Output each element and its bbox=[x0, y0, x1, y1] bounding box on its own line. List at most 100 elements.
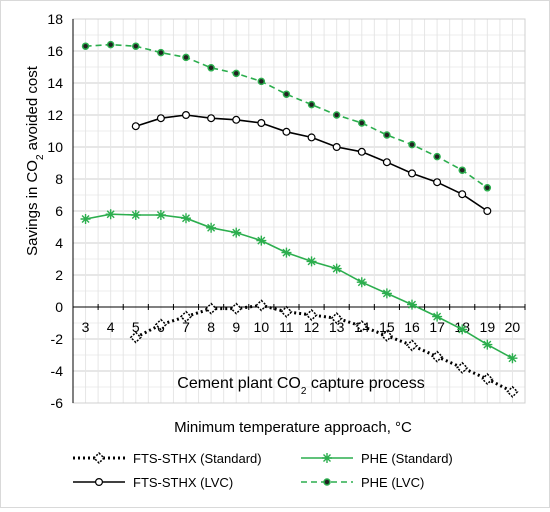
series-line bbox=[135, 303, 514, 394]
data-point bbox=[206, 222, 217, 233]
series-2 bbox=[131, 110, 492, 216]
y-tick-label: 4 bbox=[55, 235, 63, 251]
series-1 bbox=[129, 299, 519, 398]
legend-label: FTS-STHX (LVC) bbox=[133, 475, 233, 490]
y-tick-label: 2 bbox=[55, 267, 63, 283]
data-point bbox=[182, 53, 190, 62]
y-tick-label: 10 bbox=[47, 139, 63, 155]
data-point bbox=[482, 339, 493, 350]
y-tick-label: 8 bbox=[55, 171, 63, 187]
data-point bbox=[207, 64, 215, 72]
y-tick-labels: -6 -4 -2 0 2 4 6 8 10 12 14 16 18 bbox=[47, 11, 63, 411]
data-point bbox=[232, 115, 241, 124]
legend-item: PHE (Standard) bbox=[301, 451, 453, 466]
data-point bbox=[207, 114, 216, 123]
x-tick-label: 19 bbox=[480, 319, 496, 335]
y-tick-label: 12 bbox=[47, 107, 63, 123]
y-tick-label: -6 bbox=[51, 395, 64, 411]
legend-item: PHE (LVC) bbox=[301, 475, 424, 490]
data-point bbox=[231, 227, 242, 238]
data-point bbox=[182, 110, 191, 119]
data-point bbox=[129, 331, 142, 344]
x-tick-label: 10 bbox=[254, 319, 270, 335]
data-point bbox=[483, 207, 492, 216]
data-point bbox=[131, 122, 140, 131]
data-point bbox=[257, 118, 266, 127]
x-tick-label: 11 bbox=[279, 319, 294, 335]
x-tick-label: 16 bbox=[404, 319, 420, 335]
data-point bbox=[432, 311, 443, 322]
data-point bbox=[456, 361, 469, 374]
y-tick-label: -4 bbox=[51, 363, 64, 379]
data-point bbox=[307, 133, 316, 142]
x-tick-label: 8 bbox=[207, 319, 215, 335]
data-point bbox=[322, 453, 332, 463]
data-point bbox=[431, 350, 444, 363]
data-point bbox=[408, 169, 417, 178]
data-point bbox=[380, 329, 393, 342]
data-point bbox=[357, 147, 366, 156]
data-point bbox=[330, 312, 343, 325]
data-point bbox=[132, 42, 140, 50]
data-point bbox=[156, 114, 165, 123]
data-point bbox=[305, 308, 318, 322]
series-group bbox=[80, 40, 519, 398]
x-tick-label: 13 bbox=[329, 319, 345, 335]
data-point bbox=[323, 478, 331, 486]
x-tick-label: 12 bbox=[304, 319, 320, 335]
data-point bbox=[457, 324, 468, 335]
data-point bbox=[483, 184, 492, 192]
data-point bbox=[155, 210, 166, 220]
x-tick-label: 20 bbox=[505, 319, 521, 335]
y-tick-label: 16 bbox=[47, 43, 63, 59]
data-point bbox=[282, 90, 291, 98]
data-point bbox=[282, 127, 291, 136]
data-point bbox=[433, 178, 442, 187]
data-point bbox=[381, 288, 392, 299]
grid bbox=[72, 18, 526, 404]
data-point bbox=[257, 77, 266, 86]
data-point bbox=[458, 166, 466, 174]
data-point bbox=[94, 478, 103, 487]
x-tick-label: 4 bbox=[107, 319, 115, 335]
legend-item: FTS-STHX (Standard) bbox=[73, 451, 262, 466]
data-point bbox=[407, 299, 417, 310]
data-point bbox=[106, 40, 115, 49]
x-tick-label: 3 bbox=[82, 319, 90, 335]
data-point bbox=[230, 302, 243, 315]
data-point bbox=[405, 339, 419, 352]
data-point bbox=[458, 190, 467, 199]
data-point bbox=[130, 210, 141, 220]
data-point bbox=[433, 152, 441, 161]
data-point bbox=[481, 372, 494, 386]
data-point bbox=[80, 214, 91, 224]
y-axis-label: Savings in CO2 avoided cost bbox=[24, 65, 46, 256]
x-tick-label: 5 bbox=[132, 319, 140, 335]
series-4 bbox=[81, 40, 492, 192]
data-point bbox=[332, 111, 341, 119]
legend-label: PHE (LVC) bbox=[361, 475, 424, 490]
legend-label: FTS-STHX (Standard) bbox=[133, 451, 262, 466]
x-tick-label: 9 bbox=[232, 319, 240, 335]
data-point bbox=[256, 235, 267, 246]
y-tick-label: 14 bbox=[47, 75, 63, 91]
data-point bbox=[154, 318, 167, 331]
x-axis-label: Minimum temperature approach, °C bbox=[174, 419, 412, 436]
y-tick-label: -2 bbox=[51, 331, 64, 347]
data-point bbox=[105, 209, 116, 220]
data-point bbox=[232, 69, 240, 78]
data-point bbox=[382, 158, 391, 167]
data-point bbox=[157, 48, 165, 57]
data-point bbox=[408, 140, 416, 149]
data-point bbox=[280, 305, 293, 318]
data-point bbox=[358, 119, 366, 127]
data-point bbox=[181, 213, 191, 224]
x-tick-label: 7 bbox=[182, 319, 190, 335]
data-point bbox=[332, 143, 341, 152]
x-tick-label: 17 bbox=[429, 319, 445, 335]
data-point bbox=[356, 277, 367, 288]
data-point bbox=[281, 247, 292, 258]
data-point bbox=[255, 299, 268, 312]
legend: FTS-STHX (Standard) PHE (Standard) FTS-STH… bbox=[73, 451, 453, 490]
